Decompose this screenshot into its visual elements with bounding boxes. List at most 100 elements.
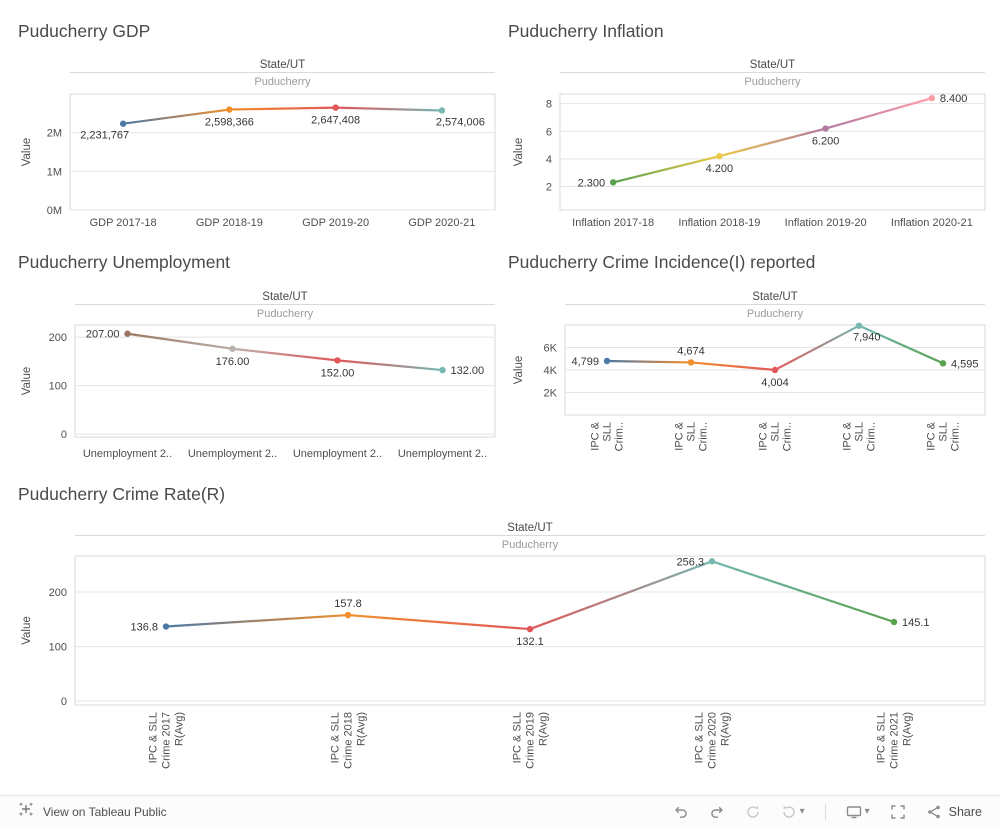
svg-text:100: 100 bbox=[49, 642, 67, 654]
svg-text:Crim..: Crim.. bbox=[614, 422, 626, 451]
svg-text:132.00: 132.00 bbox=[451, 365, 485, 377]
svg-text:4,004: 4,004 bbox=[761, 377, 789, 389]
chart-panel-crime-rate: Puducherry Crime Rate(R) State/UT Puduch… bbox=[0, 478, 1000, 795]
undo-button[interactable] bbox=[673, 804, 689, 820]
svg-text:IPC & SLL: IPC & SLL bbox=[512, 712, 524, 763]
svg-text:4K: 4K bbox=[544, 365, 558, 377]
svg-text:Crim..: Crim.. bbox=[698, 422, 710, 451]
svg-text:1M: 1M bbox=[47, 166, 62, 178]
svg-text:152.00: 152.00 bbox=[321, 367, 355, 379]
column-field-label: State/UT bbox=[560, 57, 985, 73]
svg-text:Value: Value bbox=[513, 356, 525, 385]
svg-text:IPC &: IPC & bbox=[758, 421, 770, 450]
svg-text:0: 0 bbox=[61, 696, 67, 708]
svg-text:Crime 2019: Crime 2019 bbox=[525, 712, 537, 769]
svg-text:IPC & SLL: IPC & SLL bbox=[694, 712, 706, 763]
share-button[interactable]: Share bbox=[926, 804, 982, 820]
column-member-label: Puducherry bbox=[254, 76, 311, 88]
svg-text:6: 6 bbox=[546, 126, 552, 138]
column-field-label: State/UT bbox=[75, 520, 985, 536]
svg-text:2K: 2K bbox=[544, 388, 558, 400]
svg-text:SLL: SLL bbox=[938, 422, 950, 442]
column-member-label: Puducherry bbox=[501, 539, 559, 551]
svg-text:176.00: 176.00 bbox=[216, 356, 250, 368]
toolbar-actions: ▾ ▾ Share bbox=[673, 803, 982, 820]
svg-text:SLL: SLL bbox=[770, 422, 782, 442]
svg-text:4: 4 bbox=[546, 154, 552, 166]
device-layout-button[interactable]: ▾ bbox=[846, 804, 870, 820]
svg-text:4,595: 4,595 bbox=[951, 358, 979, 370]
svg-text:GDP 2020-21: GDP 2020-21 bbox=[408, 217, 475, 229]
redo-button[interactable] bbox=[709, 804, 725, 820]
gdp-column-header: State/UT Puducherry bbox=[70, 57, 495, 91]
gdp-chart-title: Puducherry GDP bbox=[18, 21, 151, 41]
view-on-tableau-public-link[interactable]: View on Tableau Public bbox=[18, 801, 167, 822]
svg-text:8: 8 bbox=[546, 99, 552, 111]
inflation-column-header: State/UT Puducherry bbox=[560, 57, 985, 91]
svg-text:Crim..: Crim.. bbox=[866, 422, 878, 451]
svg-text:4,674: 4,674 bbox=[677, 345, 705, 357]
svg-text:0M: 0M bbox=[47, 205, 62, 217]
svg-text:R(Avg): R(Avg) bbox=[902, 712, 914, 746]
svg-text:Value: Value bbox=[21, 616, 33, 645]
crime-incidence-plot-area[interactable]: 2K 4K 6K Value 4,799 4,674 4,004 7,940 4,595 IPC … bbox=[500, 247, 1000, 478]
crime-incidence-column-header: State/UT Puducherry bbox=[565, 289, 985, 323]
svg-text:6K: 6K bbox=[544, 343, 558, 355]
column-field-label: State/UT bbox=[70, 57, 495, 73]
refresh-button[interactable]: ▾ bbox=[781, 804, 805, 820]
svg-text:Unemployment 2..: Unemployment 2.. bbox=[398, 448, 487, 460]
svg-text:Value: Value bbox=[21, 138, 33, 167]
svg-text:2,598,366: 2,598,366 bbox=[205, 117, 254, 129]
svg-text:2,574,006: 2,574,006 bbox=[436, 116, 485, 128]
svg-text:IPC &: IPC & bbox=[674, 421, 686, 450]
toolbar-separator bbox=[824, 803, 826, 820]
attribution-text: View on Tableau Public bbox=[43, 804, 167, 819]
svg-text:2.300: 2.300 bbox=[578, 177, 606, 189]
svg-text:R(Avg): R(Avg) bbox=[174, 712, 186, 746]
svg-text:SLL: SLL bbox=[602, 422, 614, 442]
svg-text:IPC & SLL: IPC & SLL bbox=[330, 712, 342, 763]
share-button-label: Share bbox=[948, 804, 982, 819]
svg-text:GDP 2019-20: GDP 2019-20 bbox=[302, 217, 369, 229]
svg-text:IPC & SLL: IPC & SLL bbox=[148, 712, 160, 763]
svg-text:IPC &: IPC & bbox=[926, 421, 938, 450]
svg-text:GDP 2018-19: GDP 2018-19 bbox=[196, 217, 263, 229]
svg-text:157.8: 157.8 bbox=[334, 598, 362, 610]
svg-text:7,940: 7,940 bbox=[853, 332, 881, 344]
svg-text:Inflation 2017-18: Inflation 2017-18 bbox=[572, 217, 654, 229]
svg-text:256.3: 256.3 bbox=[676, 556, 704, 568]
crime-rate-chart-title: Puducherry Crime Rate(R) bbox=[18, 484, 226, 504]
crime-rate-plot-area[interactable]: 0 100 200 Value 136.8 157.8 132.1 256.3 145.1 IPC… bbox=[0, 478, 1000, 795]
inflation-plot-area[interactable]: 2 4 6 8 Value 2.300 4.200 6.200 8.400 Inflation 2… bbox=[500, 0, 1000, 247]
svg-text:200: 200 bbox=[49, 332, 67, 344]
tableau-toolbar: View on Tableau Public ▾ ▾ bbox=[0, 795, 1000, 827]
fullscreen-button[interactable] bbox=[890, 804, 906, 820]
svg-text:145.1: 145.1 bbox=[902, 617, 930, 629]
svg-text:IPC & SLL: IPC & SLL bbox=[876, 712, 888, 763]
svg-text:Inflation 2019-20: Inflation 2019-20 bbox=[785, 217, 867, 229]
svg-text:Crim..: Crim.. bbox=[782, 422, 794, 451]
svg-text:R(Avg): R(Avg) bbox=[538, 712, 550, 746]
svg-text:SLL: SLL bbox=[854, 422, 866, 442]
chart-panel-gdp: Puducherry GDP State/UT Puducherry 0M 1M 2… bbox=[0, 0, 500, 247]
svg-text:GDP 2017-18: GDP 2017-18 bbox=[90, 217, 157, 229]
svg-text:R(Avg): R(Avg) bbox=[720, 712, 732, 746]
svg-text:4.200: 4.200 bbox=[706, 163, 734, 175]
svg-text:Inflation 2018-19: Inflation 2018-19 bbox=[678, 217, 760, 229]
svg-text:Value: Value bbox=[513, 138, 525, 167]
svg-text:2,231,767: 2,231,767 bbox=[80, 130, 129, 142]
reset-button[interactable] bbox=[745, 804, 761, 820]
svg-text:2M: 2M bbox=[47, 128, 62, 140]
svg-text:Inflation 2020-21: Inflation 2020-21 bbox=[891, 217, 973, 229]
chart-panel-inflation: Puducherry Inflation State/UT Puducherry… bbox=[500, 0, 1000, 247]
crime-incidence-chart-title: Puducherry Crime Incidence(I) reported bbox=[508, 252, 816, 272]
svg-text:IPC &: IPC & bbox=[590, 421, 602, 450]
svg-text:200: 200 bbox=[49, 587, 67, 599]
chart-panel-crime-incidence: Puducherry Crime Incidence(I) reported S… bbox=[500, 247, 1000, 478]
svg-text:IPC &: IPC & bbox=[842, 421, 854, 450]
svg-text:Crime 2018: Crime 2018 bbox=[343, 712, 355, 769]
unemployment-plot-area[interactable]: 0 100 200 Value 207.00 176.00 152.00 132.00 Unem… bbox=[0, 247, 500, 478]
gdp-plot-area[interactable]: 0M 1M 2M Value 2,231,767 2,598,366 2,647,408 2,… bbox=[0, 0, 500, 247]
svg-text:Crime 2021: Crime 2021 bbox=[889, 712, 901, 769]
svg-text:136.8: 136.8 bbox=[130, 622, 158, 634]
